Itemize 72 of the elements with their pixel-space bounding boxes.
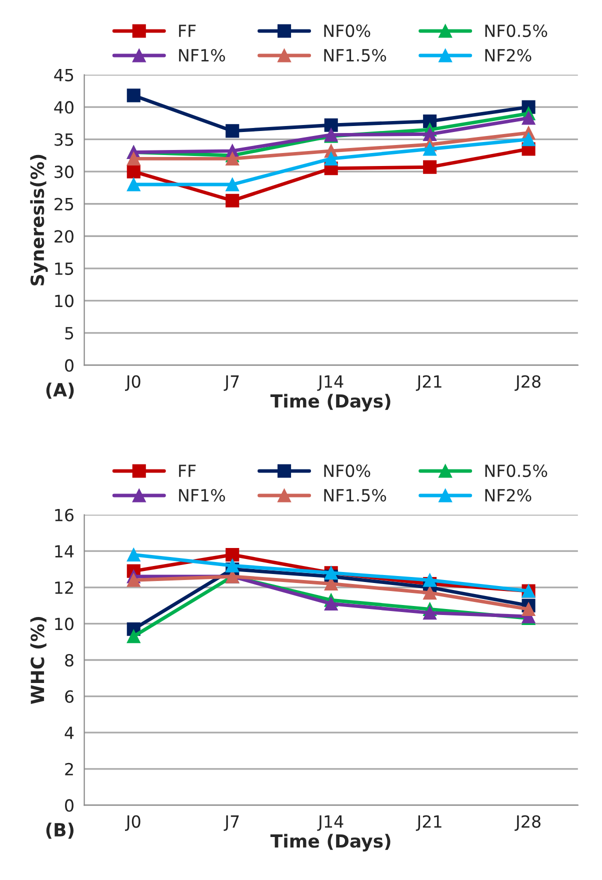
legend-label: NF2% bbox=[485, 488, 532, 502]
x-tick-label: J7 bbox=[224, 815, 239, 831]
x-axis-title: Time (Days) bbox=[270, 834, 390, 852]
point bbox=[324, 118, 338, 132]
point bbox=[522, 602, 536, 616]
y-tick-label: 4 bbox=[64, 726, 74, 739]
y-tick-label: 6 bbox=[65, 690, 74, 703]
x-tick-label: J28 bbox=[514, 815, 540, 831]
point bbox=[126, 164, 140, 178]
y-tick-label: 40 bbox=[54, 101, 74, 114]
x-tick-label: J14 bbox=[317, 815, 344, 831]
point bbox=[423, 606, 437, 620]
legend-label: NF2% bbox=[485, 48, 532, 62]
legend-label: NF0.5% bbox=[485, 464, 548, 478]
x-axis-title: Time (Days) bbox=[270, 394, 390, 412]
point bbox=[226, 152, 240, 166]
x-tick-label: J0 bbox=[125, 815, 140, 831]
y-tick-label: 30 bbox=[54, 166, 74, 178]
point bbox=[126, 630, 140, 644]
point bbox=[126, 152, 140, 166]
y-tick-label: 20 bbox=[54, 230, 74, 243]
x-tick-label: J21 bbox=[416, 815, 442, 831]
point bbox=[126, 88, 140, 102]
point bbox=[423, 586, 437, 600]
legend-label: NF1.5% bbox=[324, 488, 386, 502]
point bbox=[226, 124, 240, 138]
y-axis-title: WHC (%) bbox=[30, 616, 46, 704]
y-tick-label: 14 bbox=[55, 545, 74, 558]
x-tick-label: J0 bbox=[125, 375, 140, 391]
legend-label: NF1% bbox=[179, 48, 226, 62]
x-tick-label: J28 bbox=[514, 375, 540, 391]
legend-label: NF0% bbox=[324, 464, 370, 478]
y-tick-label: 45 bbox=[54, 68, 74, 82]
point bbox=[522, 132, 536, 146]
text: (B) bbox=[46, 822, 74, 839]
point bbox=[226, 194, 240, 208]
y-tick-label: 10 bbox=[55, 618, 74, 630]
legend-label: FF bbox=[179, 24, 196, 37]
y-tick-label: 35 bbox=[54, 133, 74, 146]
y-tick-label: 5 bbox=[65, 327, 74, 340]
x-tick-label: J14 bbox=[317, 375, 344, 391]
text: (A) bbox=[46, 382, 74, 399]
point bbox=[226, 178, 240, 192]
point bbox=[126, 548, 140, 562]
legend-label: NF0.5% bbox=[485, 24, 548, 38]
y-tick-label: 10 bbox=[55, 294, 74, 308]
y-tick-label: 12 bbox=[55, 581, 73, 594]
y-tick-label: 15 bbox=[55, 262, 74, 275]
y-axis-title: Syneresis(%) bbox=[30, 154, 48, 286]
point bbox=[126, 573, 140, 587]
legend-label: NF0% bbox=[324, 24, 370, 38]
point bbox=[423, 142, 437, 156]
point bbox=[324, 596, 338, 611]
y-tick-label: 2 bbox=[65, 762, 73, 776]
y-tick-label: 0 bbox=[65, 359, 74, 372]
y-tick-label: 25 bbox=[54, 198, 74, 210]
y-tick-label: 8 bbox=[65, 654, 74, 667]
legend-label: NF1.5% bbox=[324, 48, 386, 62]
legend-label: FF bbox=[179, 464, 196, 477]
point bbox=[423, 160, 437, 174]
x-tick-label: J7 bbox=[224, 375, 239, 391]
point bbox=[522, 111, 536, 125]
point bbox=[126, 178, 140, 192]
y-tick-label: 0 bbox=[65, 799, 74, 812]
legend-label: NF1% bbox=[179, 488, 226, 502]
y-tick-label: 16 bbox=[55, 508, 74, 522]
point bbox=[423, 573, 437, 587]
point bbox=[226, 548, 240, 562]
point bbox=[423, 127, 437, 141]
x-tick-label: J21 bbox=[416, 375, 442, 391]
point bbox=[226, 558, 240, 572]
point bbox=[324, 152, 338, 166]
